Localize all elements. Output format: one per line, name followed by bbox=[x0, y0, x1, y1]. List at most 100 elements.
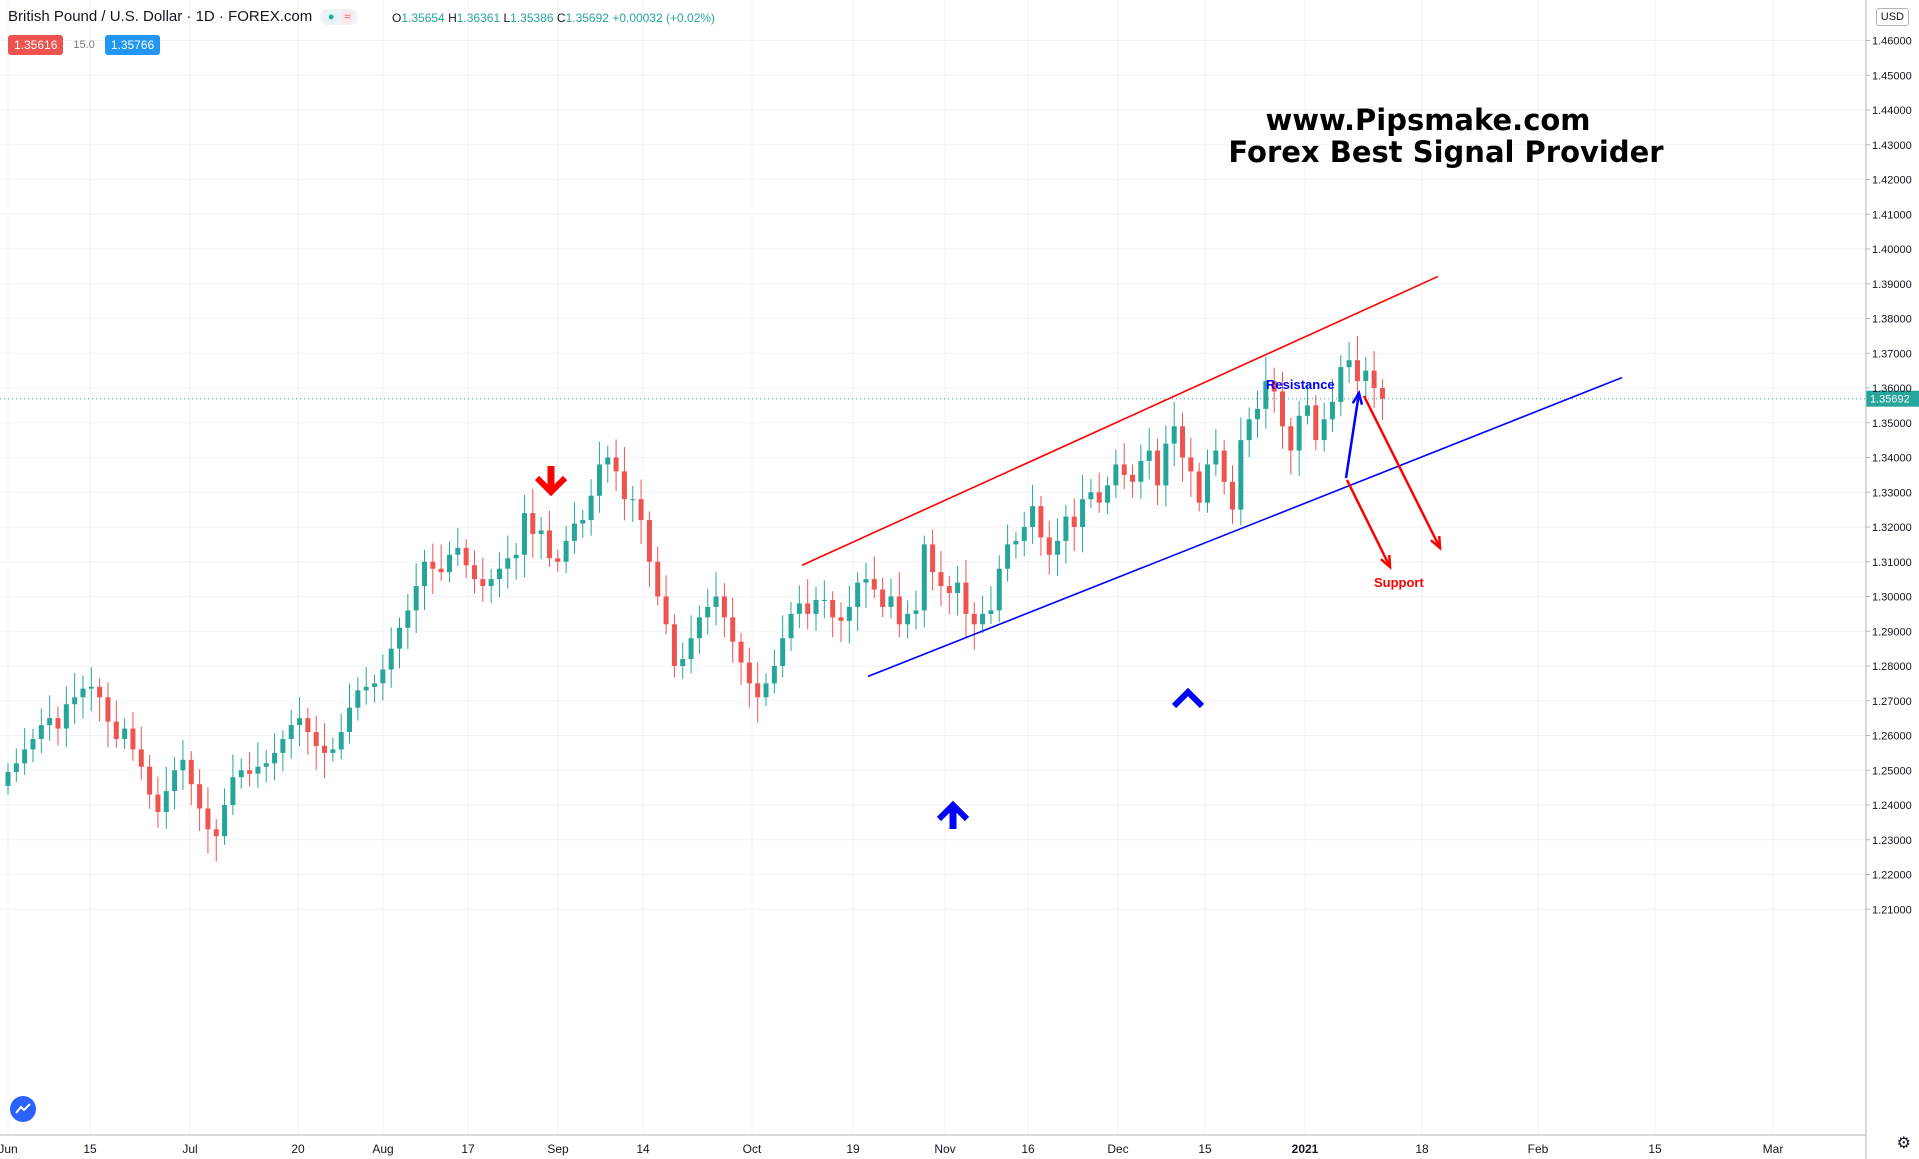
buy-button[interactable]: 1.35766 bbox=[104, 35, 161, 55]
dot-icon[interactable]: ● bbox=[324, 9, 339, 24]
candle-body bbox=[455, 547, 461, 555]
candle-body bbox=[471, 565, 477, 580]
candle-body bbox=[1038, 506, 1044, 538]
open-value: 1.35654 bbox=[401, 11, 445, 25]
candle-body bbox=[763, 683, 769, 698]
candle-body bbox=[680, 659, 686, 666]
candle-body bbox=[313, 732, 319, 746]
x-tick-label: 15 bbox=[1198, 1142, 1212, 1156]
candle-body bbox=[513, 554, 519, 559]
candle-body bbox=[1046, 537, 1052, 555]
candle-body bbox=[1013, 540, 1019, 545]
high-label: H bbox=[448, 11, 457, 25]
y-tick-label: 1.38000 bbox=[1872, 314, 1912, 326]
drawing-overlays: 1.35692 Resistance Support www.Pipsmake.com… bbox=[0, 103, 1919, 829]
x-tick-label: Jul bbox=[182, 1142, 197, 1156]
low-value: 1.35386 bbox=[510, 11, 554, 25]
candle-body bbox=[105, 697, 111, 722]
candle-body bbox=[463, 547, 469, 566]
candle-body bbox=[197, 784, 203, 809]
x-tick-label: 16 bbox=[1021, 1142, 1035, 1156]
candle-body bbox=[222, 805, 228, 837]
buy-marker-icon-2-head bbox=[1171, 687, 1205, 709]
candle-body bbox=[746, 662, 752, 684]
indicator-pill[interactable]: ● ≈ bbox=[320, 8, 359, 25]
candle-body bbox=[930, 544, 936, 573]
candle-body bbox=[496, 568, 502, 580]
tradingview-logo-icon[interactable] bbox=[10, 1096, 36, 1122]
candle-body bbox=[563, 540, 569, 562]
candle-body bbox=[1113, 464, 1119, 486]
candle-body bbox=[788, 613, 794, 639]
up-arrow-projection bbox=[1344, 392, 1361, 479]
candle-body bbox=[530, 513, 536, 534]
watermark-line-2: Forex Best Signal Provider bbox=[1228, 135, 1664, 169]
candle-body bbox=[405, 610, 411, 628]
x-tick-label: 20 bbox=[291, 1142, 305, 1156]
y-tick-label: 1.35000 bbox=[1872, 418, 1912, 430]
candle-body bbox=[780, 638, 786, 666]
candle-body bbox=[55, 718, 61, 729]
candle-body bbox=[538, 530, 544, 534]
candle-body bbox=[180, 759, 186, 771]
sell-marker-icon-head bbox=[534, 475, 568, 497]
candle-body bbox=[247, 770, 253, 774]
candle-body bbox=[1238, 440, 1244, 510]
down-arrow-to-support bbox=[1362, 395, 1442, 549]
candle-body bbox=[796, 603, 802, 614]
settings-gear-icon[interactable]: ⚙ bbox=[1896, 1135, 1911, 1152]
candle-body bbox=[1105, 485, 1111, 503]
candle-body bbox=[72, 697, 78, 705]
candle-body bbox=[946, 586, 952, 594]
x-tick-label: Aug bbox=[372, 1142, 393, 1156]
candle-body bbox=[721, 596, 727, 618]
x-tick-label: Nov bbox=[934, 1142, 955, 1156]
candle-body bbox=[338, 732, 344, 750]
candle-body bbox=[1063, 516, 1069, 541]
candle-body bbox=[638, 499, 644, 521]
candle-body bbox=[838, 617, 844, 621]
candle-body bbox=[5, 771, 11, 786]
candle-body bbox=[38, 725, 44, 739]
y-tick-label: 1.45000 bbox=[1872, 70, 1912, 82]
candle-body bbox=[805, 603, 811, 614]
candle-body bbox=[1363, 370, 1369, 382]
symbol-title[interactable]: British Pound / U.S. Dollar · 1D · FOREX… bbox=[8, 8, 313, 25]
candle-body bbox=[63, 704, 69, 729]
sell-button[interactable]: 1.35616 bbox=[8, 35, 64, 55]
candle-body bbox=[613, 457, 619, 472]
chart-header: British Pound / U.S. Dollar · 1D · FOREX… bbox=[8, 8, 359, 25]
up-arrow-projection-head bbox=[1351, 389, 1364, 405]
candle-body bbox=[730, 617, 736, 642]
candle-body bbox=[438, 568, 444, 573]
candle-body bbox=[863, 579, 869, 583]
x-tick-label: 15 bbox=[83, 1142, 97, 1156]
quote-row: 1.35616 15.0 1.35766 bbox=[8, 35, 161, 55]
y-tick-label: 1.44000 bbox=[1872, 105, 1912, 117]
currency-button[interactable]: USD bbox=[1875, 8, 1909, 26]
wave-icon[interactable]: ≈ bbox=[340, 9, 355, 24]
candle-body bbox=[13, 763, 19, 772]
x-tick-label: 19 bbox=[846, 1142, 860, 1156]
high-value: 1.36361 bbox=[456, 11, 501, 25]
candle-body bbox=[263, 763, 269, 767]
candle-body bbox=[188, 759, 194, 785]
candle-body bbox=[272, 752, 278, 764]
candle-body bbox=[546, 530, 552, 559]
x-tick-label: Mar bbox=[1763, 1142, 1784, 1156]
candle-body bbox=[288, 725, 294, 739]
candle-body bbox=[996, 568, 1002, 611]
x-tick-label: Jun bbox=[0, 1142, 18, 1156]
candle-body bbox=[305, 718, 311, 733]
down-arrow-projection-head bbox=[1380, 554, 1392, 570]
candle-body bbox=[172, 770, 178, 792]
x-tick-label: 17 bbox=[461, 1142, 475, 1156]
close-label: C bbox=[556, 11, 566, 25]
candle-body bbox=[505, 558, 511, 569]
candle-body bbox=[297, 718, 303, 726]
candle-body bbox=[138, 749, 144, 767]
candle-body bbox=[1005, 544, 1011, 569]
candle-body bbox=[1138, 460, 1144, 482]
